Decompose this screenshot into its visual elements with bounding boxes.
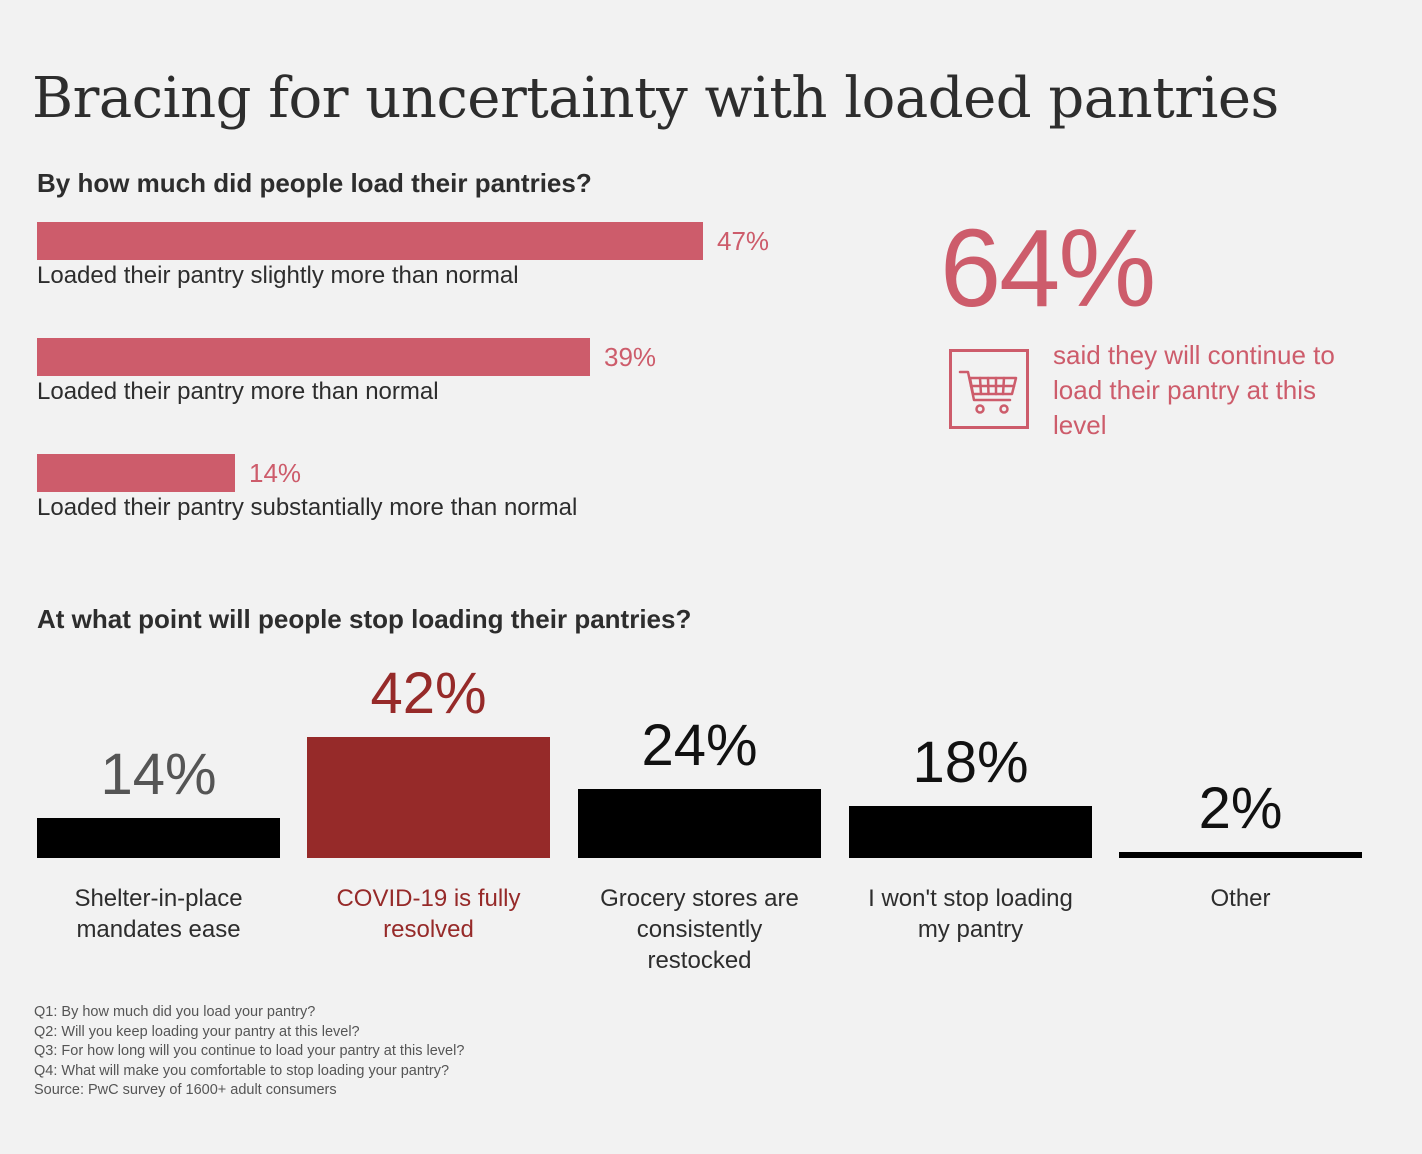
vbar-value-label: 24% [641,713,757,778]
hbar-row: 14% Loaded their pantry substantially mor… [37,454,857,534]
vbar-category-label: I won't stop loading my pantry [868,885,1073,943]
hbar [37,338,590,376]
hbar-row: 47% Loaded their pantry slightly more tha… [37,222,857,302]
footnote-source: Source: PwC survey of 1600+ adult consum… [34,1082,337,1098]
section-heading-stop-loading: At what point will people stop loading t… [37,604,692,634]
vbar-category-label: Other [1210,885,1270,912]
hbar [37,222,703,260]
footnote-q1: Q1: By how much did you load your pantry… [34,1004,316,1020]
horizontal-bar-chart: 47% Loaded their pantry slightly more tha… [37,222,857,532]
hbar-value-label: 39% [604,342,657,372]
vbar [37,818,280,858]
section-heading-load-amount: By how much did people load their pantri… [37,168,592,198]
vbar-category-label: Grocery stores are consistently restocked [600,885,799,974]
vbar-value-label: 42% [370,661,486,726]
shopping-cart-icon [949,349,1029,429]
vbar-value-label: 14% [100,742,216,807]
hbar-category-label: Loaded their pantry more than normal [37,378,439,405]
callout-stat-value: 64% [940,207,1156,330]
footnote-q3: Q3: For how long will you continue to lo… [34,1043,465,1059]
hbar-value-label: 47% [717,226,770,256]
vbar-value-label: 2% [1199,776,1283,841]
callout-text: said they will continue to load their pa… [1053,340,1335,440]
hbar-row: 39% Loaded their pantry more than normal [37,338,857,418]
vbar [578,789,821,858]
hbar-category-label: Loaded their pantry slightly more than n… [37,262,519,289]
vbar-value-label: 18% [912,730,1028,795]
vbar [307,737,550,858]
vbar-category-label: COVID-19 is fully resolved [336,885,520,943]
page-title: Bracing for uncertainty with loaded pant… [32,65,1279,131]
vbar [849,806,1092,858]
hbar-category-label: Loaded their pantry substantially more t… [37,494,578,521]
vbar [1119,852,1362,858]
hbar-value-label: 14% [249,458,302,488]
footnote-q2: Q2: Will you keep loading your pantry at… [34,1023,360,1040]
footnote-q4: Q4: What will make you comfortable to st… [34,1062,450,1079]
vbar-category-label: Shelter-in-place mandates ease [74,885,242,943]
footnotes: Q1: By how much did you load your pantry… [34,1003,464,1101]
hbar [37,454,235,492]
shopping-cart-icon-graphic [958,370,1018,414]
vertical-bar-chart: 14% Shelter-in-place mandates ease 42% COVID… [37,661,1362,974]
